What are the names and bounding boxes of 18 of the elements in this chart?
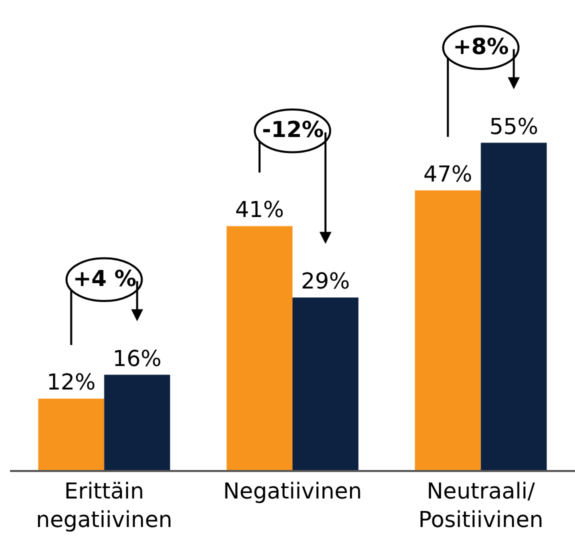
x-tick-label: Erittäin negatiivinen [36,479,172,533]
x-tick-label: Neutraali/ Positiivinen [418,479,544,533]
data-label: 55% [489,114,538,140]
bar [414,190,481,470]
bar [480,142,547,470]
bar [104,374,170,470]
data-label: 16% [112,346,162,372]
x-tick-label: Negatiivinen [223,479,362,504]
data-label: 12% [46,370,96,396]
data-label: 41% [235,198,284,224]
data-label: 29% [301,269,350,294]
bar [226,226,292,470]
bar [292,297,358,470]
annotation: +4 % [73,267,136,292]
annotation: +8% [453,35,509,60]
annotation: -12% [262,118,324,143]
bar [38,398,104,470]
data-label: 47% [423,162,472,188]
